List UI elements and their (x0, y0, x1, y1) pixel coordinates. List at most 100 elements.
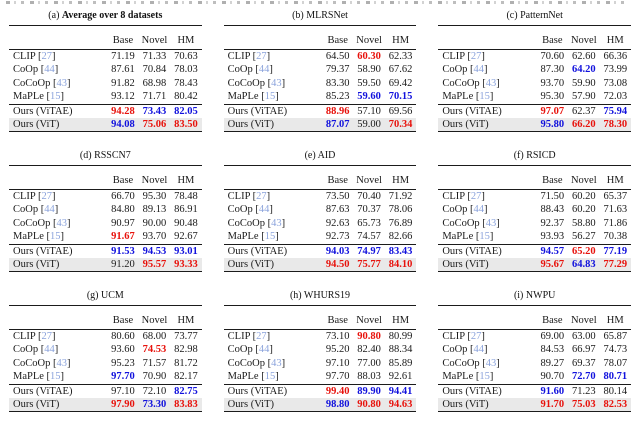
citation-link[interactable]: 43 (56, 77, 67, 89)
value-cell: 84.80 (111, 204, 135, 216)
value-cell: 79.37 (325, 64, 350, 76)
value-cell: 60.20 (571, 191, 596, 202)
citation-link[interactable]: 44 (258, 64, 270, 76)
table-row: MaPLe [15] 97.70 88.03 92.61 (224, 370, 417, 384)
citation-link[interactable]: 43 (271, 357, 282, 369)
citation-link[interactable]: 15 (50, 371, 61, 383)
citation-link[interactable]: 43 (485, 77, 497, 89)
value-cell: 87.61 (111, 64, 135, 76)
column-header: Base (107, 25, 139, 50)
citation-link[interactable]: 15 (479, 231, 490, 243)
table-row: CoOp [44] 84.53 66.97 74.73 (438, 343, 631, 356)
method-cell: MaPLe [15] (13, 231, 65, 243)
corner-cell (9, 165, 108, 190)
value-cell: 78.43 (174, 77, 198, 89)
table-row: Ours (ViTAE) 91.60 71.23 80.14 (438, 383, 631, 399)
table-row: Ours (ViTAE) 94.28 73.43 82.05 (9, 103, 202, 119)
value-cell: 66.36 (603, 51, 628, 62)
value-cell: 95.80 (540, 119, 565, 131)
table-row: Ours (ViT) 98.80 90.80 94.63 (223, 398, 417, 412)
value-cell: 90.00 (142, 217, 167, 229)
value-cell: 73.30 (142, 399, 167, 411)
method-cell: Ours (ViTAE) (438, 243, 537, 259)
value-cell: 57.10 (353, 103, 385, 119)
table-row: Ours (ViT) 97.90 73.30 83.83 (9, 398, 202, 412)
caption-title: UCM (101, 290, 124, 301)
value-cell: 84.10 (388, 259, 413, 271)
citation-link[interactable]: 43 (56, 357, 67, 369)
citation-link[interactable]: 27 (41, 331, 53, 342)
citation-link[interactable]: 27 (470, 51, 482, 62)
value-cell: 89.90 (353, 383, 385, 399)
caption-title: NWPU (525, 290, 556, 301)
header-row: Base Novel HM (9, 305, 202, 330)
citation-link[interactable]: 44 (258, 204, 270, 216)
citation-link[interactable]: 27 (470, 191, 482, 202)
citation-link[interactable]: 44 (473, 204, 485, 216)
value-cell: 73.43 (138, 103, 171, 119)
method-cell: CLIP [27] (227, 331, 271, 342)
citation-link[interactable]: 15 (264, 371, 276, 383)
results-table: Base Novel HM CLIP [27] 64.50 60.30 62.33 CoOp … (223, 25, 417, 133)
citation-link[interactable]: 44 (473, 64, 485, 76)
table-row: MaPLe [15] 93.12 71.71 80.42 (9, 90, 202, 104)
citation-link[interactable]: 27 (470, 331, 482, 342)
value-cell: 58.80 (571, 217, 596, 229)
column-header: Novel (353, 305, 385, 330)
citation-link[interactable]: 44 (44, 204, 55, 216)
table-row: CLIP [27] 70.60 62.60 66.36 (438, 50, 631, 64)
table-row: Ours (ViTAE) 97.10 72.10 82.75 (9, 383, 202, 399)
value-cell: 57.90 (571, 91, 596, 103)
citation-link[interactable]: 43 (485, 217, 497, 229)
value-cell: 97.10 (325, 357, 350, 369)
value-cell: 95.57 (142, 259, 167, 271)
table-row: CLIP [27] 73.10 90.80 80.99 (224, 330, 417, 344)
value-cell: 94.08 (111, 119, 135, 131)
method-cell: CoOp [44] (442, 344, 488, 356)
table-row: CoCoOp [43] 83.30 59.50 69.42 (224, 77, 417, 90)
citation-link[interactable]: 15 (479, 91, 490, 103)
citation-link[interactable]: 15 (264, 231, 276, 243)
method-cell: CoOp [44] (227, 64, 273, 76)
value-cell: 68.98 (142, 77, 167, 89)
citation-link[interactable]: 44 (258, 344, 270, 356)
table-row: CoOp [44] 87.61 70.84 78.03 (9, 63, 202, 76)
value-cell: 71.50 (540, 191, 565, 202)
value-cell: 97.70 (325, 371, 350, 383)
citation-link[interactable]: 43 (271, 217, 282, 229)
value-cell: 73.50 (325, 191, 350, 202)
citation-link[interactable]: 15 (50, 231, 61, 243)
citation-link[interactable]: 44 (473, 344, 485, 356)
value-cell: 59.90 (571, 77, 596, 89)
citation-link[interactable]: 27 (41, 191, 53, 202)
corner-cell (223, 165, 322, 190)
citation-link[interactable]: 15 (50, 91, 61, 103)
citation-link[interactable]: 27 (256, 331, 267, 342)
table-row: CLIP [27] 71.19 71.33 70.63 (9, 50, 202, 64)
subtable-d-rsscn7: (d) RSSCN7 Base Novel HM CLIP [27] 66.70 95.30… (9, 148, 202, 288)
citation-link[interactable]: 27 (41, 51, 53, 62)
citation-link[interactable]: 43 (56, 217, 67, 229)
citation-link[interactable]: 44 (44, 344, 55, 356)
caption-title: WHURS19 (303, 290, 351, 301)
value-cell: 90.80 (357, 399, 381, 411)
value-cell: 91.53 (107, 243, 139, 259)
method-cell: CLIP [27] (13, 191, 56, 202)
citation-link[interactable]: 15 (479, 371, 490, 383)
citation-link[interactable]: 43 (271, 77, 282, 89)
method-cell: Ours (ViTAE) (9, 103, 108, 119)
table-row: CoOp [44] 95.20 82.40 88.34 (224, 343, 417, 356)
column-header: HM (384, 305, 417, 330)
citation-link[interactable]: 43 (485, 357, 497, 369)
citation-link[interactable]: 27 (256, 51, 267, 62)
value-cell: 73.99 (603, 64, 628, 76)
column-header: HM (170, 165, 202, 190)
column-header: HM (599, 165, 631, 190)
citation-link[interactable]: 44 (44, 64, 55, 76)
value-cell: 99.40 (321, 383, 354, 399)
citation-link[interactable]: 27 (256, 191, 267, 202)
method-cell: Ours (ViT) (227, 119, 274, 131)
citation-link[interactable]: 15 (264, 91, 276, 103)
table-row: CoOp [44] 87.30 64.20 73.99 (438, 63, 631, 76)
value-cell: 91.60 (536, 383, 569, 399)
